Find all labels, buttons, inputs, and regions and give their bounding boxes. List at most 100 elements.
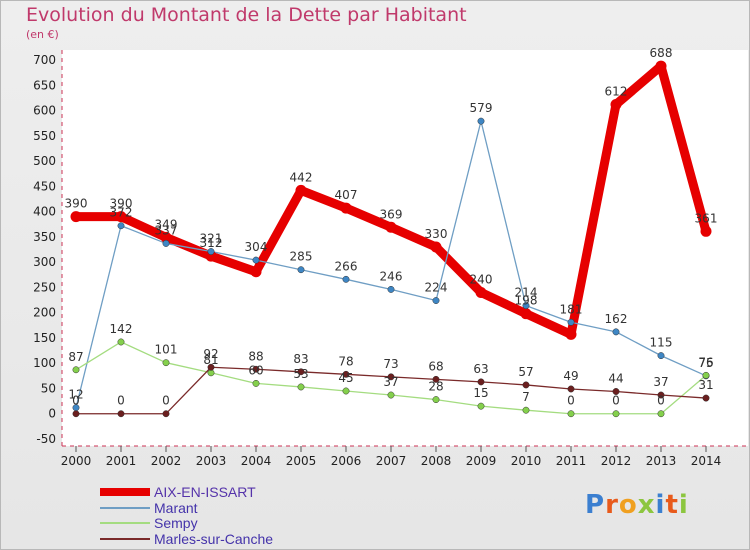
series-point-2 bbox=[297, 383, 305, 391]
data-label: 285 bbox=[290, 250, 313, 264]
data-label: 349 bbox=[155, 217, 178, 231]
series-point-1 bbox=[387, 285, 395, 293]
data-label: 612 bbox=[605, 84, 628, 98]
series-point-2 bbox=[567, 410, 575, 418]
data-label: 266 bbox=[335, 259, 358, 273]
legend-swatch bbox=[100, 537, 150, 540]
data-label: 407 bbox=[335, 188, 358, 202]
series-point-3 bbox=[207, 363, 215, 371]
data-label: 44 bbox=[608, 371, 623, 385]
data-label: 579 bbox=[470, 101, 493, 115]
series-point-0 bbox=[115, 211, 127, 223]
x-tick-label: 2013 bbox=[646, 454, 677, 468]
data-label: 75 bbox=[698, 356, 713, 370]
series-point-3 bbox=[432, 375, 440, 383]
data-label: 45 bbox=[338, 371, 353, 385]
data-label: 0 bbox=[612, 394, 620, 408]
x-tick-label: 2005 bbox=[286, 454, 317, 468]
data-label: 115 bbox=[650, 336, 673, 350]
y-tick-label: 50 bbox=[41, 381, 56, 395]
data-label: 49 bbox=[563, 369, 578, 383]
y-tick-label: 150 bbox=[33, 331, 56, 345]
logo-letter: t bbox=[665, 490, 679, 520]
proxiti-logo: Proxiti bbox=[585, 490, 689, 520]
series-point-3 bbox=[522, 381, 530, 389]
data-label: 369 bbox=[380, 207, 403, 221]
series-point-2 bbox=[477, 402, 485, 410]
y-tick-label: 200 bbox=[33, 306, 56, 320]
logo-letter: x bbox=[637, 490, 656, 520]
series-point-0 bbox=[295, 184, 307, 196]
x-tick-label: 2006 bbox=[331, 454, 362, 468]
data-label: 7 bbox=[522, 390, 530, 404]
series-point-2 bbox=[702, 371, 710, 379]
series-point-0 bbox=[340, 202, 352, 214]
legend-label: Marles-sur-Canche bbox=[154, 530, 274, 547]
x-tick-label: 2000 bbox=[61, 454, 92, 468]
series-point-1 bbox=[162, 239, 170, 247]
series-point-0 bbox=[475, 286, 487, 298]
series-point-1 bbox=[342, 275, 350, 283]
y-tick-label: 250 bbox=[33, 280, 56, 294]
x-tick-label: 2007 bbox=[376, 454, 407, 468]
x-tick-label: 2003 bbox=[196, 454, 227, 468]
series-point-3 bbox=[477, 378, 485, 386]
x-tick-label: 2014 bbox=[691, 454, 722, 468]
series-point-2 bbox=[387, 391, 395, 399]
series-point-3 bbox=[387, 373, 395, 381]
data-label: 198 bbox=[515, 294, 538, 308]
data-label: 53 bbox=[293, 367, 308, 381]
series-point-0 bbox=[160, 231, 172, 243]
chart-title: Evolution du Montant de la Dette par Hab… bbox=[26, 4, 467, 26]
data-label: 37 bbox=[653, 375, 668, 389]
x-tick-label: 2012 bbox=[601, 454, 632, 468]
logo-letter: P bbox=[585, 490, 606, 520]
legend-label: Sempy bbox=[154, 515, 198, 531]
series-point-1 bbox=[567, 318, 575, 326]
y-tick-label: 700 bbox=[33, 53, 56, 67]
series-point-2 bbox=[72, 366, 80, 374]
data-label: 0 bbox=[162, 394, 170, 408]
data-label: 390 bbox=[110, 197, 133, 211]
data-label: 321 bbox=[200, 232, 223, 246]
series-point-0 bbox=[655, 60, 667, 72]
data-label: 31 bbox=[698, 378, 713, 392]
data-label: 57 bbox=[518, 365, 533, 379]
series-point-0 bbox=[700, 225, 712, 237]
x-tick-label: 2001 bbox=[106, 454, 137, 468]
data-label: 162 bbox=[605, 312, 628, 326]
data-label: 390 bbox=[65, 197, 88, 211]
series-point-2 bbox=[342, 387, 350, 395]
series-point-0 bbox=[520, 308, 532, 320]
y-tick-label: 300 bbox=[33, 255, 56, 269]
data-label: 372 bbox=[110, 206, 133, 220]
series-point-2 bbox=[657, 410, 665, 418]
data-label: 0 bbox=[117, 394, 125, 408]
data-label: 87 bbox=[68, 350, 83, 364]
legend-label: Marant bbox=[154, 499, 198, 516]
data-label: 181 bbox=[560, 302, 583, 316]
logo-letter: i bbox=[678, 490, 689, 520]
series-point-0 bbox=[250, 266, 262, 278]
x-tick-label: 2010 bbox=[511, 454, 542, 468]
data-label: 312 bbox=[200, 236, 223, 250]
x-tick-label: 2008 bbox=[421, 454, 452, 468]
data-label: 304 bbox=[245, 240, 268, 254]
plot-area bbox=[62, 50, 748, 446]
series-point-1 bbox=[207, 248, 215, 255]
data-label: 81 bbox=[203, 353, 218, 367]
series-point-1 bbox=[297, 266, 305, 274]
y-tick-label: 600 bbox=[33, 104, 56, 118]
data-label: 337 bbox=[155, 223, 178, 237]
legend-swatch bbox=[100, 506, 150, 509]
x-tick-label: 2011 bbox=[556, 454, 587, 468]
data-label: 68 bbox=[428, 359, 443, 373]
data-label: 78 bbox=[338, 354, 353, 368]
series-point-1 bbox=[117, 222, 125, 230]
series-point-1 bbox=[612, 328, 620, 336]
series-point-2 bbox=[162, 359, 170, 367]
data-label: 88 bbox=[248, 349, 263, 363]
data-label: 37 bbox=[383, 375, 398, 389]
series-point-0 bbox=[565, 328, 577, 340]
